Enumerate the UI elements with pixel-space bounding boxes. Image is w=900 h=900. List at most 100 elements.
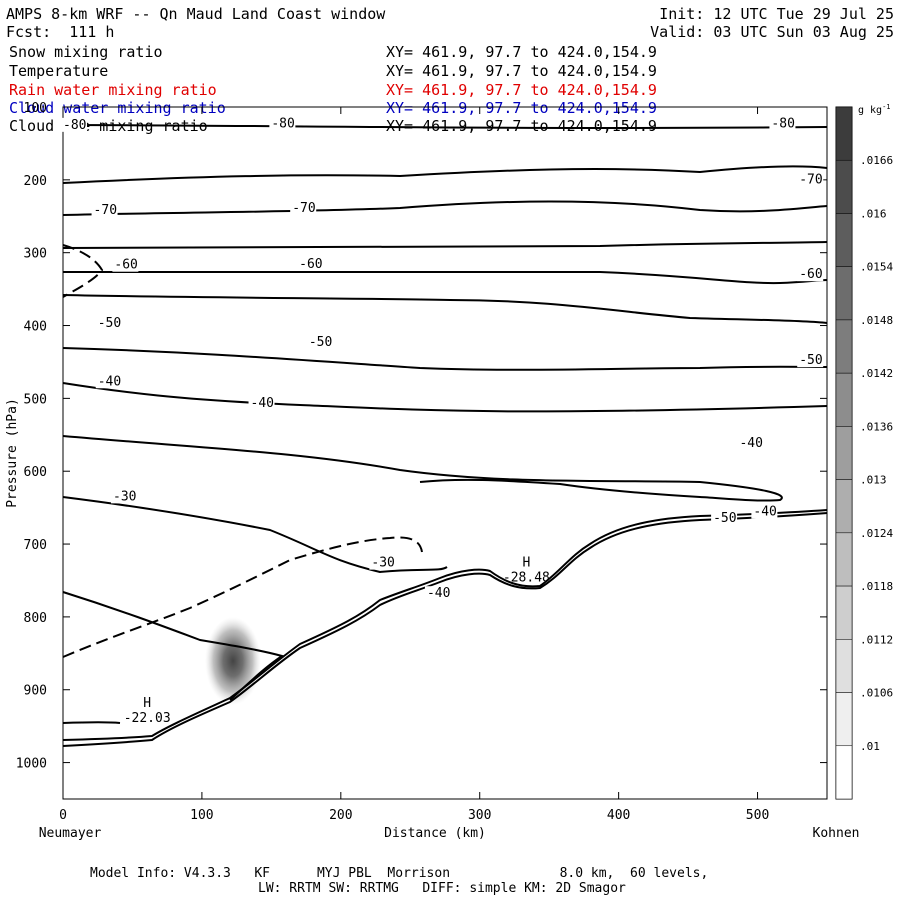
contour-label-bg — [797, 267, 824, 282]
contour-label-bg — [797, 172, 824, 187]
colorbar-label: .0148 — [860, 314, 893, 327]
contour-line-m75 — [62, 165, 828, 184]
contour-line-m30 — [62, 591, 285, 701]
colorbar-box — [835, 266, 853, 321]
contour-label: -30 — [113, 489, 136, 504]
left-location-label: Neumayer — [39, 826, 102, 841]
contour-line-m35 — [62, 496, 448, 574]
contour-line-m50 — [62, 347, 828, 371]
colorbar-label: .013 — [860, 474, 887, 487]
contour-label-bg — [112, 257, 139, 272]
x-tick-label: 0 — [59, 808, 67, 823]
contour-line-m65 — [62, 241, 828, 249]
contour-label: -80 — [771, 116, 794, 131]
y-tick-label: 600 — [24, 465, 47, 480]
colorbar-label: .0136 — [860, 420, 893, 433]
dashed-contours — [62, 244, 423, 658]
contour-label-bg — [769, 116, 796, 131]
snow-shading — [205, 617, 261, 705]
contour-label: -40 — [753, 505, 776, 520]
field-xy-cloud-ice: XY= 461.9, 97.7 to 424.0,154.9 — [386, 117, 657, 135]
temperature-contours — [62, 124, 828, 747]
contour-label: -70 — [292, 201, 315, 216]
contour-label: -80 — [271, 116, 294, 131]
terrain-outline-upper — [62, 509, 828, 741]
contour-line-m80 — [62, 124, 828, 129]
colorbar: g kg-1 .0166 .016 .0154 .0148 .0142 .0136 .013… — [835, 103, 893, 800]
extremum-value: -22.03 — [124, 711, 171, 726]
contour-label-bg — [248, 396, 275, 411]
contour-line-m55 — [62, 294, 828, 324]
colorbar-unit: g kg-1 — [858, 103, 891, 116]
contour-label-bg — [424, 586, 451, 601]
contour-label-bg — [95, 315, 122, 330]
colorbar-box — [835, 106, 853, 161]
model-info-line1: Model Info: V4.3.3 KF MYJ PBL Morrison 8… — [90, 866, 709, 881]
field-xy-cloud-water: XY= 461.9, 97.7 to 424.0,154.9 — [386, 99, 657, 117]
colorbar-box — [835, 426, 853, 480]
contour-label-bg — [797, 353, 824, 368]
plot-frame — [62, 106, 828, 800]
colorbar-box — [835, 319, 853, 374]
x-tick-label: 200 — [329, 808, 352, 823]
colorbar-box — [835, 479, 853, 534]
extremum-symbol: H — [522, 555, 530, 570]
plot-title: AMPS 8-km WRF -- Qn Maud Land Coast wind… — [6, 5, 386, 23]
colorbar-label: .0112 — [860, 633, 893, 646]
colorbar-box — [835, 213, 853, 267]
extremum-value: -28.48 — [503, 570, 550, 585]
contour-label-bg — [95, 374, 122, 389]
contour-label: -40 — [427, 586, 450, 601]
right-location-label: Kohnen — [813, 826, 860, 841]
warm-core-contour — [62, 721, 121, 724]
colorbar-label: .0142 — [860, 367, 893, 380]
field-name-temperature: Temperature — [9, 62, 109, 80]
contour-label-bg — [91, 203, 118, 218]
contour-label-bg — [111, 489, 138, 504]
contour-line-m70 — [62, 200, 828, 216]
contour-label: -80 — [63, 118, 86, 133]
contour-label: -50 — [799, 353, 822, 368]
field-name-snow: Snow mixing ratio — [9, 43, 163, 61]
contour-label: -40 — [739, 436, 762, 451]
colorbar-label: .01 — [860, 740, 880, 753]
colorbar-label: .016 — [860, 207, 887, 220]
contour-label-bg — [369, 555, 396, 570]
dashed-contour-main — [62, 536, 423, 658]
colorbar-box — [835, 532, 853, 587]
y-tick-label: 800 — [24, 611, 47, 626]
contour-label: -70 — [799, 172, 822, 187]
colorbar-box — [835, 692, 853, 747]
valid-time: Valid: 03 UTC Sun 03 Aug 25 — [650, 23, 894, 41]
contour-label: -40 — [98, 374, 121, 389]
y-tick-label: 1000 — [16, 757, 47, 772]
colorbar-label: .0166 — [860, 154, 893, 167]
colorbar-label: .0106 — [860, 687, 893, 700]
contour-label: -50 — [713, 511, 736, 526]
colorbar-label: .0154 — [860, 261, 893, 274]
contour-label: -60 — [299, 257, 322, 272]
colorbar-box — [835, 639, 853, 693]
terrain-outline-lower — [62, 512, 828, 747]
contour-line-m40 — [62, 435, 783, 502]
x-tick-label: 500 — [746, 808, 769, 823]
colorbar-label: .0118 — [860, 580, 893, 593]
init-time: Init: 12 UTC Tue 29 Jul 25 — [659, 5, 894, 23]
contour-label-bg — [306, 334, 333, 349]
contour-line-m45 — [62, 382, 828, 413]
y-tick-label: 200 — [24, 174, 47, 189]
y-tick-label: 100 — [24, 101, 47, 116]
contour-label-bg — [290, 200, 317, 215]
y-tick-label: 500 — [24, 392, 47, 407]
colorbar-box — [835, 745, 853, 800]
contour-label: -50 — [98, 316, 121, 331]
field-name-rain: Rain water mixing ratio — [9, 81, 217, 99]
contour-label-bg — [297, 256, 324, 271]
contour-label: -60 — [799, 267, 822, 282]
field-name-cloud-water: Cloud water mixing ratio — [9, 99, 226, 117]
contour-label-bg — [737, 436, 764, 451]
model-info-line2: LW: RRTM SW: RRTMG DIFF: simple KM: 2D S… — [258, 881, 626, 896]
x-tick-label: 300 — [468, 808, 491, 823]
y-tick-label: 300 — [24, 247, 47, 262]
